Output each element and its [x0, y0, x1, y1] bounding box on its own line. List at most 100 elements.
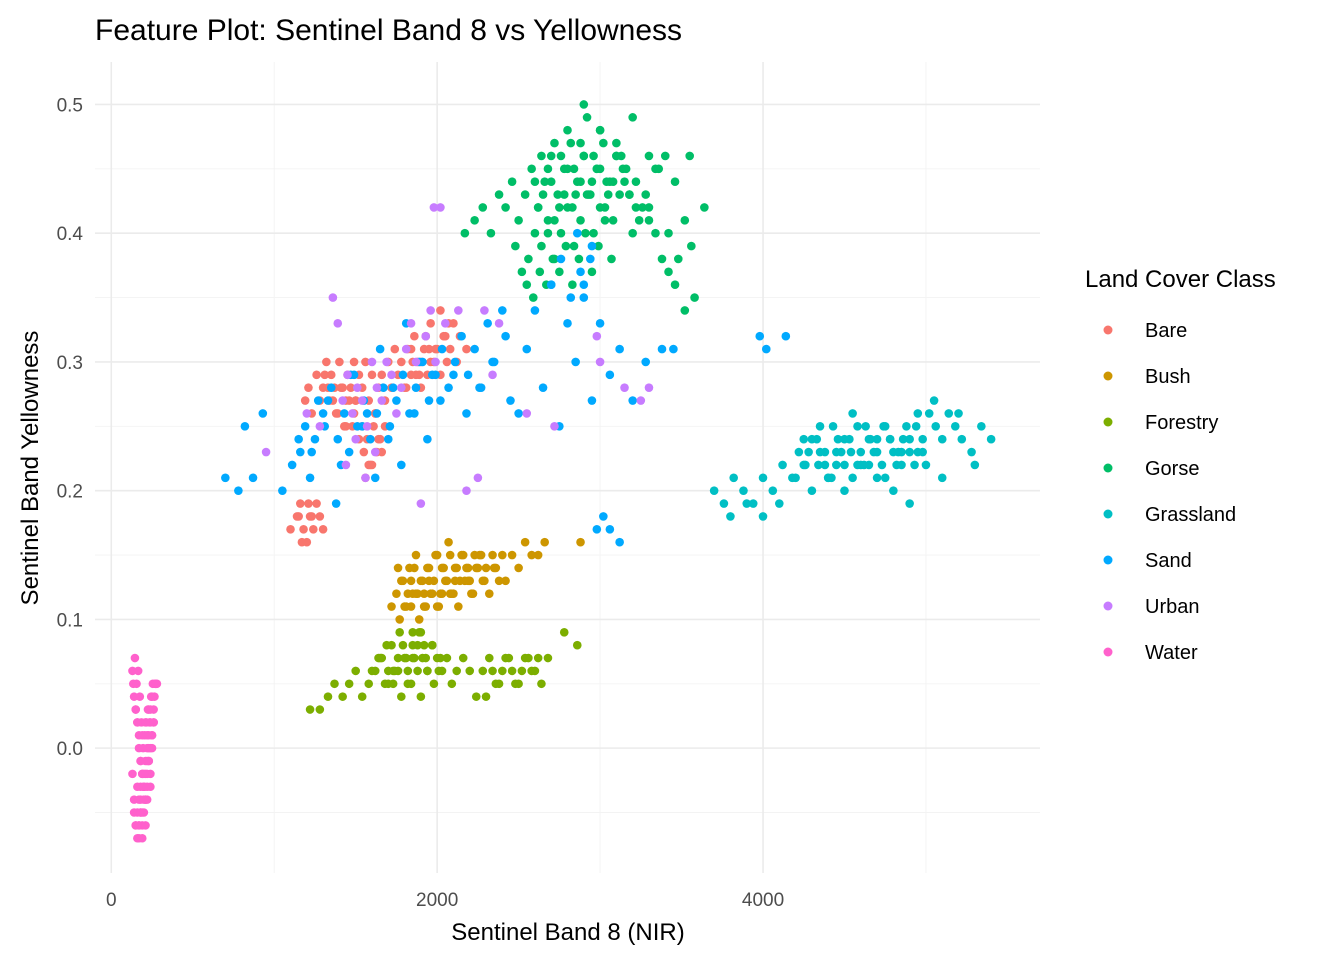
data-point — [889, 486, 898, 495]
grid — [95, 62, 1040, 873]
data-point — [379, 383, 388, 392]
data-point — [370, 447, 380, 457]
data-point — [133, 782, 142, 792]
data-point — [566, 293, 576, 302]
data-point — [149, 718, 158, 727]
legend-key — [1103, 555, 1113, 565]
data-point — [287, 460, 297, 470]
data-point — [467, 589, 476, 598]
data-point — [950, 422, 960, 431]
data-point — [450, 576, 460, 586]
data-point — [445, 589, 455, 598]
data-point — [323, 396, 333, 405]
data-point — [719, 499, 729, 508]
data-point — [437, 589, 447, 598]
y-tick-label: 0.3 — [57, 353, 83, 374]
data-point — [911, 422, 921, 431]
legend-item-sand: Sand — [1103, 550, 1192, 572]
data-point — [413, 666, 422, 676]
data-point — [603, 190, 613, 199]
data-point — [364, 460, 374, 470]
data-point — [486, 228, 496, 238]
data-point — [261, 447, 271, 457]
series-forestry — [305, 627, 582, 714]
data-point — [556, 151, 566, 161]
data-point — [494, 319, 504, 328]
data-point — [146, 743, 155, 753]
data-point — [538, 383, 548, 392]
data-point — [351, 396, 360, 405]
data-point — [568, 280, 577, 290]
series-grassland — [709, 396, 996, 521]
data-point — [471, 692, 481, 701]
data-point — [918, 447, 927, 457]
data-point — [579, 280, 589, 290]
data-point — [587, 241, 597, 251]
data-point — [426, 306, 435, 315]
data-point — [612, 138, 621, 148]
data-point — [431, 344, 440, 354]
data-point — [620, 383, 629, 392]
y-axis-title: Sentinel Band Yellowness — [17, 331, 44, 606]
data-points — [128, 100, 996, 843]
data-point — [555, 203, 564, 212]
data-point — [318, 524, 328, 534]
data-point — [778, 460, 787, 470]
data-point — [419, 589, 429, 598]
data-point — [620, 177, 629, 187]
data-point — [572, 640, 582, 650]
data-point — [520, 537, 530, 547]
data-point — [877, 460, 887, 470]
data-point — [546, 177, 556, 187]
data-point — [139, 795, 149, 804]
data-point — [657, 254, 667, 264]
data-point — [664, 228, 673, 238]
data-point — [520, 653, 530, 663]
data-point — [657, 344, 667, 354]
data-point — [333, 319, 343, 328]
legend-label: Bush — [1145, 366, 1191, 388]
data-point — [414, 370, 424, 380]
data-point — [142, 730, 152, 740]
data-point — [305, 705, 315, 714]
data-point — [357, 692, 367, 701]
data-point — [592, 164, 602, 174]
data-point — [398, 576, 408, 586]
data-point — [589, 228, 598, 238]
data-point — [543, 653, 553, 663]
data-point — [338, 396, 347, 405]
data-point — [382, 357, 391, 367]
data-point — [473, 563, 483, 573]
data-point — [511, 241, 520, 251]
data-point — [605, 370, 615, 380]
data-point — [680, 216, 690, 225]
data-point — [755, 331, 765, 341]
data-point — [304, 383, 313, 392]
data-point — [136, 756, 145, 766]
data-point — [807, 486, 817, 495]
data-point — [799, 434, 809, 444]
data-point — [341, 460, 351, 470]
series-urban — [261, 203, 654, 508]
data-point — [538, 190, 548, 199]
data-point — [421, 602, 431, 611]
data-point — [450, 563, 460, 573]
data-point — [566, 138, 576, 148]
data-point — [392, 396, 401, 405]
data-point — [905, 499, 914, 508]
data-point — [574, 254, 584, 264]
data-point — [390, 344, 400, 354]
data-point — [359, 447, 369, 457]
data-point — [457, 550, 466, 560]
data-point — [579, 151, 589, 161]
data-point — [473, 473, 483, 483]
data-point — [864, 434, 874, 444]
data-point — [595, 319, 605, 328]
data-point — [441, 319, 450, 328]
data-point — [393, 666, 403, 676]
legend-label: Forestry — [1145, 412, 1218, 434]
data-point — [462, 486, 471, 495]
data-point — [445, 550, 455, 560]
data-point — [768, 486, 778, 495]
data-point — [460, 228, 470, 238]
